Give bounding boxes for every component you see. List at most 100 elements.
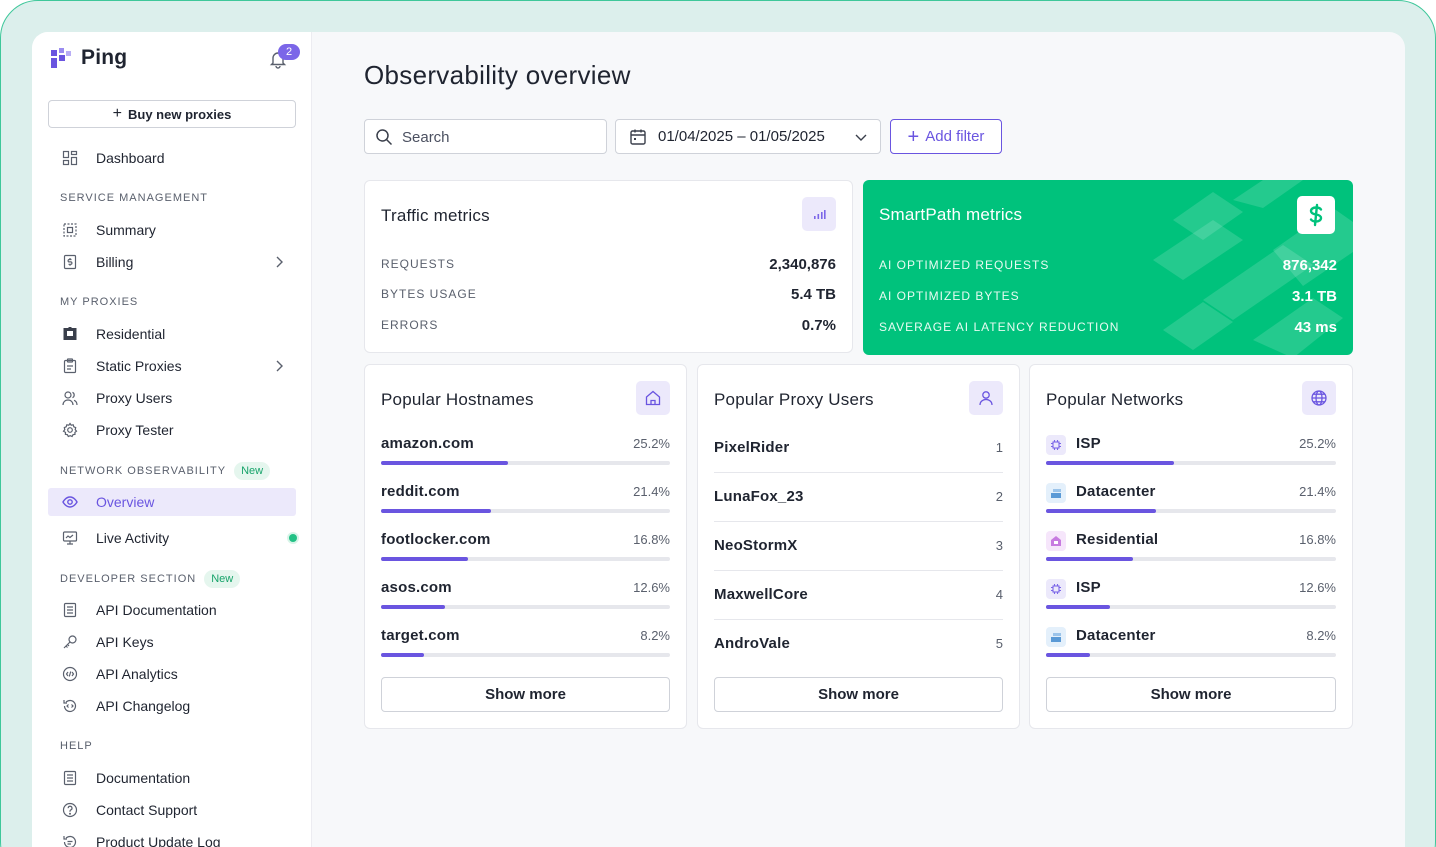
logo[interactable]: Ping — [49, 45, 127, 71]
show-more-hostnames-button[interactable]: Show more — [381, 677, 670, 712]
document-icon — [62, 770, 78, 786]
show-more-networks-button[interactable]: Show more — [1046, 677, 1336, 712]
chip-icon — [1046, 579, 1066, 599]
network-percent: 16.8% — [1299, 532, 1336, 547]
popular-proxy-users-card: Popular Proxy Users PixelRider 1 LunaFox_2… — [697, 364, 1020, 729]
hostname-percent: 12.6% — [633, 580, 670, 595]
sidebar-item-proxy-users[interactable]: Proxy Users — [48, 384, 296, 412]
add-filter-label: Add filter — [925, 128, 985, 145]
sidebar-item-dashboard[interactable]: Dashboard — [48, 144, 296, 172]
search-box[interactable] — [364, 119, 607, 154]
section-service-management: SERVICE MANAGEMENT — [60, 192, 208, 204]
network-name: ISP — [1076, 579, 1101, 596]
eye-icon — [62, 494, 78, 510]
sidebar-item-label: Static Proxies — [96, 358, 182, 374]
section-label: HELP — [60, 740, 93, 752]
sidebar-item-api-changelog[interactable]: API Changelog — [48, 692, 296, 720]
sidebar-item-label: Product Update Log — [96, 834, 221, 847]
progress-bar-track — [1046, 509, 1336, 513]
sidebar-item-contact-support[interactable]: Contact Support — [48, 796, 296, 824]
proxy-user-row[interactable]: MaxwellCore 4 — [714, 571, 1003, 620]
document-icon — [62, 602, 78, 618]
server-icon — [1046, 627, 1066, 647]
chevron-down-icon — [855, 134, 867, 141]
proxy-user-rank: 5 — [995, 636, 1003, 651]
progress-bar-track — [381, 605, 670, 609]
search-icon — [376, 129, 393, 146]
proxy-user-row[interactable]: PixelRider 1 — [714, 424, 1003, 473]
progress-bar-track — [381, 653, 670, 657]
proxy-user-rank: 1 — [995, 440, 1003, 455]
hostname-name: target.com — [381, 627, 460, 644]
metric-value: 43 ms — [1294, 318, 1337, 336]
help-circle-icon — [62, 802, 78, 818]
sidebar-item-api-documentation[interactable]: API Documentation — [48, 596, 296, 624]
sidebar-item-residential[interactable]: Residential — [48, 320, 296, 348]
metric-row: ERRORS 0.7% — [381, 315, 836, 335]
sidebar-item-label: API Analytics — [96, 666, 178, 682]
sidebar-item-documentation[interactable]: Documentation — [48, 764, 296, 792]
ping-logo-icon — [51, 48, 71, 68]
metric-key: SAVERAGE AI LATENCY REDUCTION — [879, 320, 1120, 334]
card-title: Popular Networks — [1046, 390, 1184, 409]
search-input[interactable] — [402, 127, 598, 147]
chevron-right-icon — [272, 255, 286, 269]
card-title: Popular Hostnames — [381, 390, 534, 409]
sidebar: Ping 2 + Buy new proxies Dashboard SERVI… — [32, 32, 312, 847]
key-icon — [62, 634, 78, 650]
card-title: Popular Proxy Users — [714, 390, 874, 409]
sidebar-item-label: Proxy Tester — [96, 422, 174, 438]
metric-value: 876,342 — [1282, 256, 1337, 274]
traffic-metrics-card: Traffic metrics REQUESTS 2,340,876 BYTES… — [364, 180, 853, 353]
metric-row: BYTES USAGE 5.4 TB — [381, 284, 836, 304]
sidebar-item-live-activity[interactable]: Live Activity — [48, 524, 297, 552]
dashboard-grid-icon — [62, 150, 78, 166]
show-more-proxy-users-button[interactable]: Show more — [714, 677, 1003, 712]
metric-value: 5.4 TB — [790, 285, 836, 303]
section-network-observability: NETWORK OBSERVABILITY New — [60, 462, 271, 480]
sidebar-item-proxy-tester[interactable]: Proxy Tester — [48, 416, 296, 444]
progress-bar-fill — [381, 557, 468, 561]
sidebar-item-summary[interactable]: Summary — [48, 216, 296, 244]
sidebar-item-product-update-log[interactable]: Product Update Log — [48, 828, 296, 847]
smartpath-logo-icon — [1297, 196, 1335, 234]
sidebar-item-static-proxies[interactable]: Static Proxies — [48, 352, 296, 380]
metric-key: REQUESTS — [381, 257, 456, 271]
card-title: Traffic metrics — [381, 206, 490, 225]
sidebar-item-label: Residential — [96, 326, 166, 342]
sidebar-item-api-keys[interactable]: API Keys — [48, 628, 296, 656]
progress-bar-fill — [1046, 509, 1157, 513]
network-percent: 12.6% — [1299, 580, 1336, 595]
new-badge: New — [234, 462, 271, 480]
proxy-user-rank: 2 — [995, 489, 1003, 504]
section-help: HELP — [60, 740, 93, 752]
network-percent: 21.4% — [1299, 484, 1336, 499]
hostname-name: footlocker.com — [381, 531, 491, 548]
sidebar-item-api-analytics[interactable]: API Analytics — [48, 660, 296, 688]
proxy-user-name: LunaFox_23 — [714, 488, 804, 505]
sidebar-item-overview[interactable]: Overview — [48, 488, 296, 516]
network-name: Residential — [1076, 531, 1159, 548]
proxy-user-rank: 3 — [995, 538, 1003, 553]
proxy-user-row[interactable]: AndroVale 5 — [714, 620, 1003, 669]
progress-bar-track — [1046, 605, 1336, 609]
date-range-picker[interactable]: 01/04/2025 – 01/05/2025 — [615, 119, 881, 154]
gear-icon — [62, 422, 78, 438]
notification-count-badge: 2 — [278, 44, 300, 60]
sidebar-item-label: Summary — [96, 222, 156, 238]
date-range-value: 01/04/2025 – 01/05/2025 — [658, 128, 825, 145]
proxy-user-row[interactable]: NeoStormX 3 — [714, 522, 1003, 571]
bar-chart-icon — [802, 197, 836, 231]
progress-bar-track — [1046, 653, 1336, 657]
monitor-icon — [62, 530, 78, 546]
buy-new-proxies-button[interactable]: + Buy new proxies — [48, 100, 296, 128]
section-label: SERVICE MANAGEMENT — [60, 192, 208, 204]
billing-icon — [62, 254, 78, 270]
sidebar-item-billing[interactable]: Billing — [48, 248, 296, 276]
metric-key: AI OPTIMIZED REQUESTS — [879, 258, 1050, 272]
add-filter-button[interactable]: + Add filter — [890, 119, 1002, 154]
proxy-user-name: AndroVale — [714, 635, 790, 652]
proxy-user-row[interactable]: LunaFox_23 2 — [714, 473, 1003, 522]
network-percent: 8.2% — [1306, 628, 1336, 643]
network-name: Datacenter — [1076, 483, 1156, 500]
